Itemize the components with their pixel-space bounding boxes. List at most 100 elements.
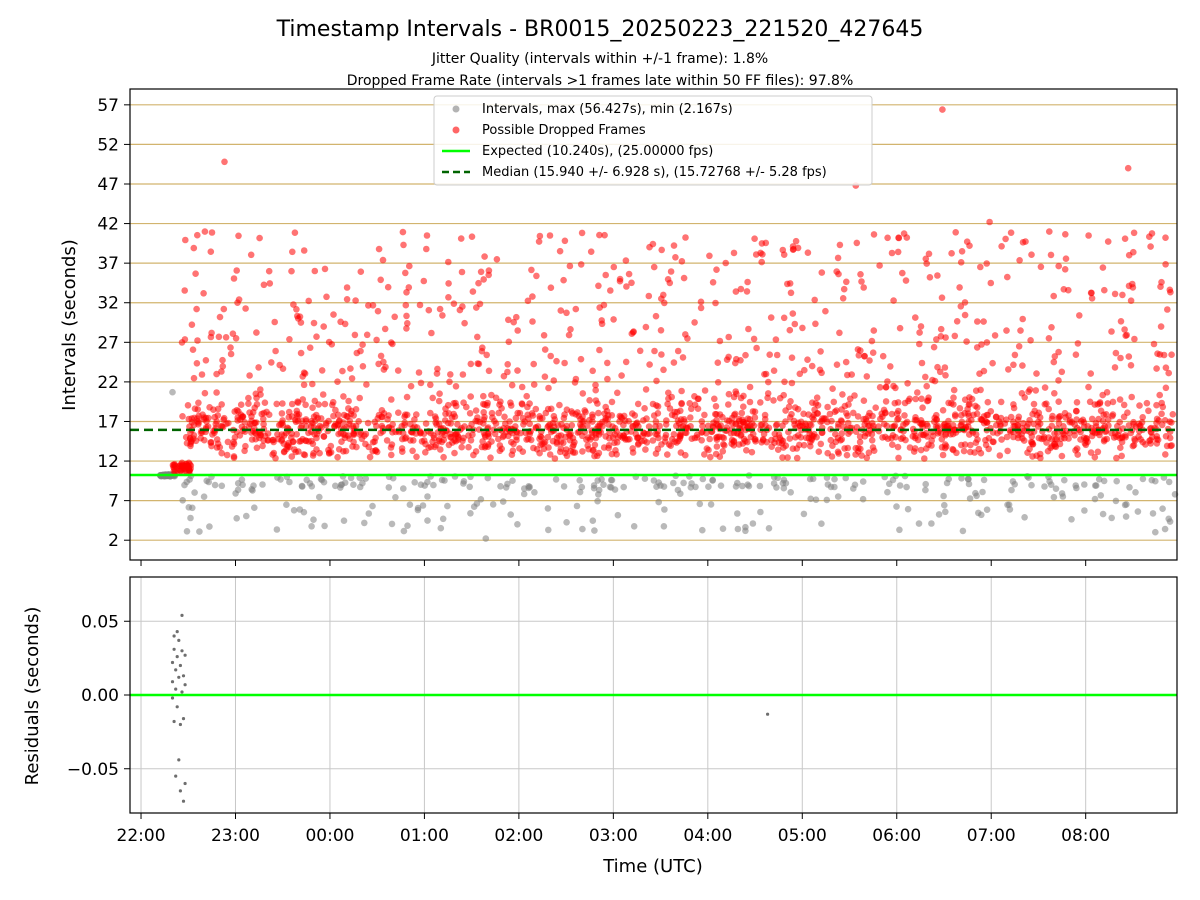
dropped-frame-point xyxy=(1117,318,1125,325)
dropped-frame-point xyxy=(627,428,635,435)
dropped-frame-point xyxy=(743,288,751,295)
dropped-frame-point xyxy=(334,453,341,461)
normal-interval-point xyxy=(650,477,658,484)
dropped-frame-point xyxy=(912,395,919,403)
dropped-frame-point xyxy=(1033,370,1040,377)
intervals-y-tick-label: 37 xyxy=(97,254,119,274)
normal-interval-point xyxy=(400,485,407,492)
dropped-frame-point xyxy=(882,409,889,416)
normal-interval-point xyxy=(942,508,949,516)
dropped-frame-point xyxy=(941,364,949,371)
normal-interval-point xyxy=(1159,505,1166,512)
normal-interval-point xyxy=(928,520,935,527)
dropped-frame-point xyxy=(652,450,660,457)
x-tick-label: 01:00 xyxy=(400,826,449,846)
dropped-frame-point xyxy=(808,362,816,370)
dropped-frame-point xyxy=(1015,343,1023,350)
dropped-frame-point xyxy=(594,452,601,460)
dropped-frame-point xyxy=(737,394,745,402)
dropped-frame-point xyxy=(701,411,708,419)
normal-interval-point xyxy=(660,483,668,490)
normal-interval-point xyxy=(251,504,258,512)
dropped-frame-point xyxy=(1166,286,1174,294)
dropped-frame-point xyxy=(1062,255,1070,262)
dropped-frame-point xyxy=(967,448,974,456)
dropped-frame-point xyxy=(571,379,579,386)
dropped-frame-point xyxy=(179,413,186,420)
normal-interval-point xyxy=(400,527,408,535)
normal-interval-point xyxy=(203,477,210,485)
dropped-frame-point xyxy=(455,436,462,443)
dropped-frame-point xyxy=(782,418,789,425)
legend-dropped-marker xyxy=(452,126,460,134)
normal-interval-point xyxy=(590,482,598,489)
dropped-frame-point xyxy=(347,365,354,372)
dropped-frame-point xyxy=(540,445,548,453)
dropped-frame-point xyxy=(475,426,483,433)
dropped-frame-point xyxy=(375,360,382,368)
normal-interval-point xyxy=(765,525,773,532)
dropped-frame-point xyxy=(961,410,968,417)
normal-interval-point xyxy=(1113,477,1120,485)
dropped-frame-point xyxy=(697,298,705,306)
dropped-frame-point xyxy=(200,416,208,423)
dropped-frame-point xyxy=(602,271,609,279)
normal-interval-point xyxy=(296,506,304,513)
dropped-frame-point xyxy=(996,452,1004,459)
dropped-frame-point xyxy=(345,397,352,405)
dropped-frame-point xyxy=(1104,400,1112,407)
normal-interval-point xyxy=(233,515,240,522)
normal-interval-point xyxy=(922,486,929,494)
normal-interval-point xyxy=(1149,510,1157,517)
dropped-frame-point xyxy=(784,280,791,288)
dropped-frame-point xyxy=(1113,454,1120,462)
dropped-frame-point xyxy=(241,447,248,455)
dropped-frame-point xyxy=(1032,387,1040,394)
dropped-frame-point xyxy=(1121,235,1129,242)
dropped-frame-point xyxy=(325,338,333,346)
dropped-frame-point xyxy=(420,277,428,285)
dropped-frame-point xyxy=(879,352,887,360)
dropped-frame-point xyxy=(978,341,985,348)
normal-interval-point xyxy=(191,489,198,496)
dropped-frame-point xyxy=(608,450,616,458)
dropped-frame-point xyxy=(433,421,440,428)
dropped-frame-point xyxy=(280,440,288,448)
dropped-frame-point xyxy=(1007,229,1015,236)
dropped-frame-point xyxy=(1097,407,1105,415)
dropped-frame-point xyxy=(804,249,812,256)
dropped-frame-point xyxy=(349,443,356,450)
dropped-frame-point xyxy=(1167,442,1174,450)
dropped-frame-point xyxy=(833,361,841,369)
dropped-frame-point xyxy=(788,410,795,418)
dropped-frame-point xyxy=(1043,400,1050,408)
dropped-frame-point xyxy=(930,343,938,351)
dropped-frame-point xyxy=(948,250,955,257)
dropped-frame-point xyxy=(289,248,296,256)
dropped-frame-point xyxy=(526,420,533,428)
dropped-frame-point xyxy=(960,447,968,455)
dropped-frame-point xyxy=(216,444,224,451)
dropped-frame-point xyxy=(195,421,202,428)
dropped-frame-point xyxy=(1010,361,1017,369)
residual-point xyxy=(766,712,770,716)
normal-interval-point xyxy=(392,494,399,501)
normal-interval-point xyxy=(1028,481,1035,489)
dropped-frame-point xyxy=(661,438,669,445)
dropped-frame-point xyxy=(595,409,602,417)
x-tick-label: 23:00 xyxy=(211,826,260,846)
dropped-frame-point xyxy=(719,448,727,455)
dropped-frame-point xyxy=(235,232,242,240)
dropped-frame-point xyxy=(496,447,504,455)
dropped-frame-point xyxy=(207,333,215,341)
dropped-frame-point xyxy=(767,314,775,321)
normal-interval-point xyxy=(630,523,638,530)
dropped-frame-point xyxy=(738,409,746,417)
dropped-frame-point xyxy=(652,430,659,438)
dropped-frame-point xyxy=(1153,365,1160,372)
dropped-frame-point xyxy=(1052,436,1059,443)
dropped-frame-point xyxy=(917,446,925,454)
dropped-frame-point xyxy=(245,423,253,431)
dropped-frame-point xyxy=(852,451,859,458)
dropped-frame-point xyxy=(334,378,341,386)
